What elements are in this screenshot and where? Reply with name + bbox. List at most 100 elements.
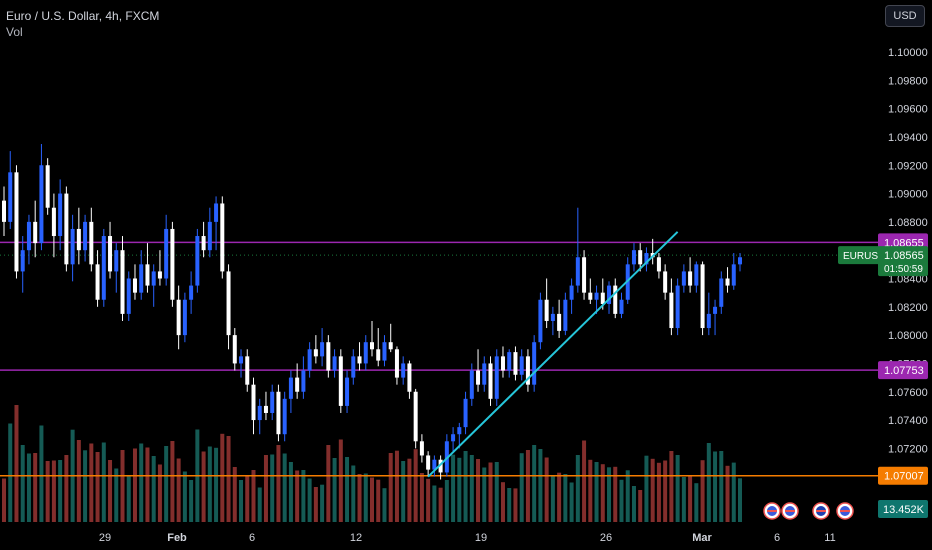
volume-bar bbox=[126, 476, 131, 522]
price-tick-label: 1.09800 bbox=[888, 75, 928, 87]
candle-body bbox=[207, 221, 212, 251]
volume-bar bbox=[120, 450, 125, 522]
time-axis[interactable]: 29 Feb 6 12 19 26 Mar 6 11 bbox=[99, 532, 836, 544]
price-label-box bbox=[878, 466, 928, 485]
volume-bar bbox=[588, 459, 593, 522]
candle-body bbox=[476, 370, 481, 385]
last-price-box bbox=[878, 246, 928, 277]
price-tick-label: 1.09200 bbox=[888, 160, 928, 172]
price-tick-label: 1.07400 bbox=[888, 415, 928, 427]
candle-body bbox=[494, 356, 499, 399]
volume-bar bbox=[282, 453, 287, 522]
volume-bar bbox=[438, 487, 443, 522]
volume-bar bbox=[725, 465, 730, 522]
volume-value-label: 13.452K bbox=[883, 504, 925, 516]
volume-bar bbox=[189, 480, 194, 522]
candle-body bbox=[382, 342, 387, 361]
volume-bar bbox=[232, 467, 237, 522]
candle-body bbox=[2, 200, 6, 222]
candle-body bbox=[550, 313, 555, 321]
volume-bar bbox=[550, 475, 555, 522]
volume-bar bbox=[313, 487, 318, 522]
volume-bar bbox=[544, 457, 549, 522]
volume-bar bbox=[694, 483, 699, 522]
candle-body bbox=[594, 292, 599, 300]
currency-button[interactable]: USD bbox=[885, 5, 925, 27]
event-icons[interactable] bbox=[763, 502, 854, 520]
candle-body bbox=[457, 427, 462, 435]
volume-bar bbox=[476, 459, 481, 522]
candle-body bbox=[320, 342, 325, 357]
flag-stripe bbox=[840, 510, 850, 512]
volume-bar bbox=[201, 451, 206, 522]
candle-body bbox=[76, 228, 81, 251]
volume-bar bbox=[164, 446, 169, 522]
candle-body bbox=[214, 203, 219, 222]
volume-bar bbox=[600, 464, 605, 522]
volume-bar bbox=[444, 480, 449, 522]
candle-body bbox=[276, 391, 281, 435]
volume-bar bbox=[488, 462, 493, 522]
candle-body bbox=[58, 193, 63, 237]
candle-body bbox=[114, 250, 119, 272]
volume-bar bbox=[151, 456, 156, 522]
flag-stripe bbox=[785, 510, 795, 512]
volume-bar bbox=[26, 453, 31, 522]
volume-bar bbox=[95, 452, 100, 522]
candle-body bbox=[482, 363, 487, 385]
time-tick-label: 6 bbox=[249, 532, 255, 544]
volume-bar bbox=[525, 450, 530, 522]
volume-bar bbox=[220, 433, 225, 522]
volume-label-box bbox=[878, 500, 928, 518]
volume-bar bbox=[538, 449, 543, 522]
candle-body bbox=[170, 228, 175, 300]
candle-body bbox=[220, 203, 225, 272]
volume-bar bbox=[326, 445, 331, 522]
time-tick-label: Mar bbox=[692, 532, 712, 544]
price-axis[interactable]: 1.10000 1.09800 1.09600 1.09400 1.09200 1.090… bbox=[838, 47, 928, 518]
eu-flag-icon bbox=[812, 502, 830, 520]
volume-bar bbox=[101, 442, 106, 522]
volume-bar bbox=[407, 458, 412, 522]
candle-body bbox=[70, 228, 75, 265]
volume-bar bbox=[338, 439, 343, 522]
volume-bar bbox=[669, 451, 674, 522]
volume-bar bbox=[532, 445, 537, 522]
candle-body bbox=[189, 285, 194, 300]
candle-body bbox=[182, 299, 187, 336]
volume-bar bbox=[376, 479, 381, 522]
candle-body bbox=[451, 434, 456, 442]
volume-label: Vol bbox=[6, 25, 23, 39]
volume-bar bbox=[157, 464, 162, 522]
candle-body bbox=[14, 172, 19, 272]
candle-body bbox=[619, 299, 624, 314]
volume-bar bbox=[388, 453, 393, 522]
volume-bar bbox=[214, 447, 219, 522]
volume-bar bbox=[245, 475, 250, 522]
chart-legend: Euro / U.S. Dollar, 4h, FXCM Vol bbox=[6, 8, 159, 40]
volume-bar bbox=[563, 474, 568, 522]
candle-body bbox=[432, 459, 437, 470]
volume-bar bbox=[182, 471, 187, 522]
candle-body bbox=[738, 257, 742, 265]
candle-body bbox=[201, 236, 206, 251]
volume-bar bbox=[239, 480, 244, 522]
candle-body bbox=[413, 391, 418, 442]
candle-body bbox=[239, 356, 244, 364]
countdown-label: 01:50:59 bbox=[884, 264, 923, 275]
candle-body bbox=[120, 250, 125, 314]
trendline[interactable] bbox=[427, 231, 679, 478]
candle-body bbox=[357, 356, 362, 364]
candle-body bbox=[688, 271, 693, 286]
volume-bar bbox=[644, 455, 649, 522]
volume-bar bbox=[357, 474, 362, 522]
volume-bar bbox=[507, 488, 512, 522]
horizontal-lines[interactable] bbox=[0, 241, 878, 477]
candle-body bbox=[557, 313, 562, 331]
volume-bar bbox=[463, 451, 468, 522]
volume-bar bbox=[731, 462, 736, 522]
volume-bar bbox=[500, 482, 505, 522]
volume-bar bbox=[301, 470, 306, 522]
candle-body bbox=[388, 342, 393, 350]
